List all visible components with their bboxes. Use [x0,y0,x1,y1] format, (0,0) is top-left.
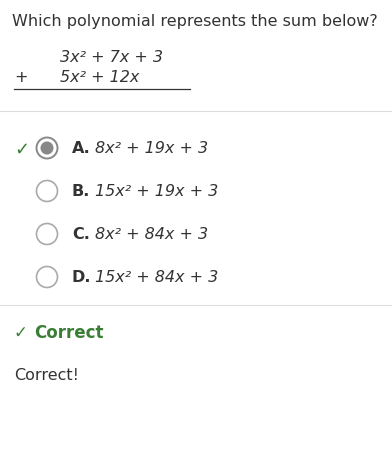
Text: 8x² + 84x + 3: 8x² + 84x + 3 [95,227,208,242]
Text: A.: A. [72,141,91,156]
Text: C.: C. [72,227,90,242]
Text: Correct: Correct [34,324,103,341]
Text: +: + [14,70,27,85]
Text: 3x² + 7x + 3: 3x² + 7x + 3 [60,50,163,65]
Circle shape [36,138,58,159]
Text: ✓: ✓ [14,141,29,159]
Text: ✓: ✓ [14,324,28,341]
Text: 15x² + 84x + 3: 15x² + 84x + 3 [95,269,218,284]
Text: 15x² + 19x + 3: 15x² + 19x + 3 [95,184,218,198]
Text: B.: B. [72,184,91,198]
Text: Correct!: Correct! [14,367,79,382]
Circle shape [40,142,53,155]
Circle shape [36,224,58,245]
Circle shape [36,181,58,202]
Text: Which polynomial represents the sum below?: Which polynomial represents the sum belo… [12,14,378,29]
Text: 5x² + 12x: 5x² + 12x [60,70,140,85]
Circle shape [36,267,58,288]
Text: 8x² + 19x + 3: 8x² + 19x + 3 [95,141,208,156]
Text: D.: D. [72,269,91,284]
